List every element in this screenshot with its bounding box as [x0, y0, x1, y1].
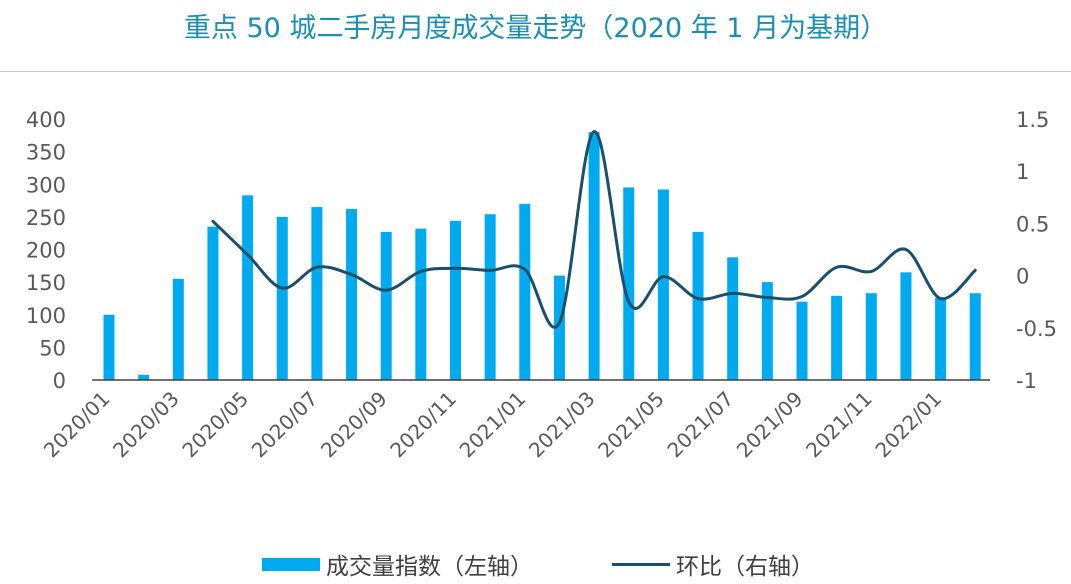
bar-2021/11: [865, 293, 877, 380]
right-axis-ticks: -1 -0.5 0 0.5 1 1.5: [1016, 108, 1057, 393]
x-tick-label: 2020/07: [247, 387, 323, 463]
left-tick-label: 350: [26, 141, 66, 165]
x-tick-label: 2020/09: [316, 387, 392, 463]
x-tick-label: 2021/05: [593, 387, 669, 463]
title-divider: [0, 71, 1071, 72]
bar-2020/05: [242, 195, 254, 380]
bar-2020/07: [311, 207, 323, 380]
bar-2021/12: [900, 272, 912, 380]
x-tick-label: 2020/01: [39, 387, 115, 463]
left-tick-label: 100: [26, 304, 66, 328]
right-tick-label: 0: [1016, 265, 1029, 289]
legend-label-bar: 成交量指数（左轴）: [326, 554, 533, 580]
right-tick-label: -0.5: [1016, 317, 1057, 341]
x-tick-label: 2020/03: [108, 387, 184, 463]
bar-2021/05: [657, 189, 669, 380]
bar-2021/07: [727, 257, 739, 380]
x-tick-label: 2021/03: [524, 387, 600, 463]
legend: 成交量指数（左轴） 环比（右轴）: [0, 546, 1071, 582]
right-tick-label: 1.5: [1016, 108, 1049, 132]
bar-2021/02: [553, 275, 565, 380]
x-tick-label: 2021/01: [455, 387, 531, 463]
bar-2020/01: [103, 314, 115, 380]
chart-title: 重点 50 城二手房月度成交量走势（2020 年 1 月为基期）: [183, 13, 888, 44]
bar-2020/04: [207, 226, 219, 380]
right-tick-label: 0.5: [1016, 212, 1049, 236]
x-tick-label: 2021/11: [801, 387, 877, 463]
bar-2021/10: [831, 295, 843, 380]
right-tick-label: -1: [1016, 369, 1037, 393]
left-axis-ticks: 0 50 100 150 200 250 300 350 400: [26, 108, 66, 393]
x-tick-label: 2022/01: [870, 387, 946, 463]
right-tick-label: 1: [1016, 160, 1029, 184]
x-tick-label: 2020/11: [385, 387, 461, 463]
left-tick-label: 0: [53, 369, 66, 393]
legend-item-line: 环比（右轴）: [612, 546, 814, 582]
left-tick-label: 200: [26, 239, 66, 263]
left-tick-label: 150: [26, 271, 66, 295]
x-axis-ticks: 2020/012020/032020/052020/072020/092020/…: [39, 387, 946, 463]
bar-2022/02: [969, 293, 981, 380]
bar-2021/08: [761, 282, 773, 381]
bar-series: [103, 132, 981, 381]
bar-2020/06: [276, 216, 288, 381]
legend-line-swatch: [612, 562, 670, 566]
bar-2021/09: [796, 301, 808, 380]
bar-2020/12: [484, 214, 496, 380]
bar-2021/06: [692, 231, 704, 380]
bar-2021/03: [588, 132, 600, 380]
bar-2020/03: [172, 278, 184, 380]
bar-2020/11: [450, 220, 461, 380]
bar-2021/01: [519, 203, 531, 380]
left-tick-label: 250: [26, 206, 66, 230]
bar-2020/02: [138, 374, 150, 380]
bar-2020/10: [415, 228, 427, 380]
x-tick-label: 2021/07: [663, 387, 739, 463]
legend-bar-swatch: [262, 557, 320, 571]
bar-2022/01: [935, 297, 947, 380]
x-tick-label: 2020/05: [177, 387, 253, 463]
legend-item-bar: 成交量指数（左轴）: [262, 546, 533, 582]
bar-2020/09: [380, 231, 392, 380]
line-series: [211, 130, 977, 329]
bar-2020/08: [346, 209, 358, 380]
x-tick-label: 2021/09: [732, 387, 808, 463]
bar-2021/04: [623, 187, 635, 380]
left-tick-label: 50: [39, 336, 66, 360]
left-tick-label: 400: [26, 108, 66, 132]
left-tick-label: 300: [26, 173, 66, 197]
legend-label-line: 环比（右轴）: [676, 554, 814, 580]
